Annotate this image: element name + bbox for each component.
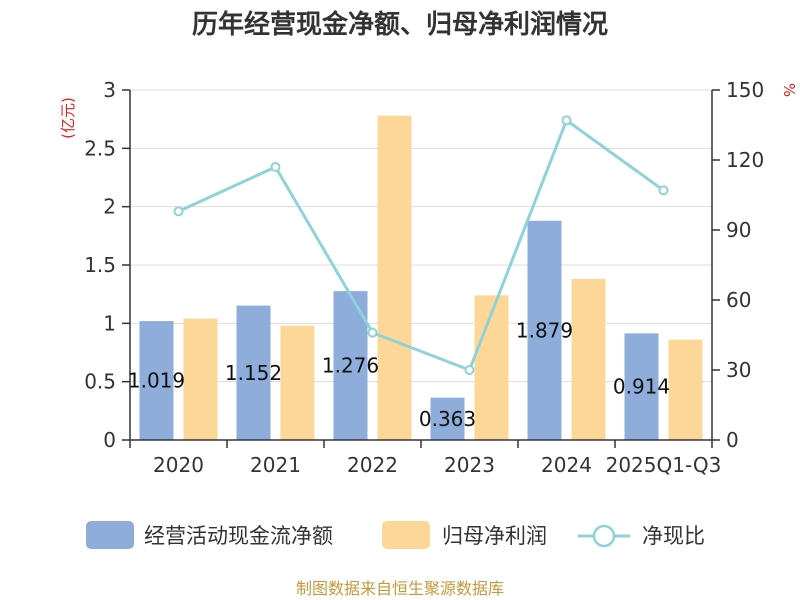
bar-net-profit <box>280 325 315 440</box>
bar-cash-flow-label: 1.152 <box>225 361 282 385</box>
chart-title: 历年经营现金净额、归母净利润情况 <box>192 9 608 40</box>
ratio-point <box>561 115 572 126</box>
x-tick-label: 2023 <box>444 453 495 477</box>
right-tick-label: 150 <box>726 78 764 102</box>
right-tick-label: 30 <box>726 358 751 382</box>
left-tick-label: 3 <box>103 78 116 102</box>
right-axis: 0 30 60 90 120 150 <box>711 78 764 452</box>
bar-cash-flow <box>139 321 174 440</box>
bar-cash-flow-label: 0.914 <box>613 375 670 399</box>
bar-cash-flow <box>527 220 562 440</box>
bar-cash-flow-label: 1.276 <box>322 354 379 378</box>
ratio-point <box>367 327 378 338</box>
left-tick-label: 2.5 <box>84 136 116 160</box>
bar-cash-flow <box>236 305 271 440</box>
source-note: 制图数据来自恒生聚源数据库 <box>296 579 504 598</box>
legend-swatch-ratio-marker <box>592 524 616 548</box>
bar-cash-flow <box>430 397 465 440</box>
x-tick-label: 2024 <box>541 453 592 477</box>
ratio-point <box>464 365 475 375</box>
bars: 1.019 1.152 1.276 0.363 1.879 0.914 <box>128 115 703 441</box>
x-axis: 2020 2021 2022 2023 2024 2025Q1-Q3 <box>129 439 722 477</box>
x-tick-label: 2020 <box>153 453 204 477</box>
x-tick-label: 2021 <box>250 453 301 477</box>
right-tick-label: 0 <box>726 428 739 452</box>
right-tick-label: 120 <box>726 148 764 172</box>
left-axis: 0 0.5 1 1.5 2 2.5 3 <box>84 78 131 452</box>
right-tick-label: 90 <box>726 218 751 242</box>
ratio-line <box>173 115 669 375</box>
left-axis-unit: (亿元) <box>59 97 77 139</box>
ratio-point <box>270 162 281 172</box>
bar-net-profit <box>571 279 606 440</box>
legend-swatch-net-profit <box>382 521 430 549</box>
bar-net-profit <box>668 339 703 440</box>
legend-swatch-cash-flow <box>86 521 134 549</box>
left-tick-label: 1 <box>103 311 116 335</box>
ratio-series-line <box>177 118 665 372</box>
left-tick-label: 2 <box>103 195 116 219</box>
right-tick-label: 60 <box>726 288 751 312</box>
left-tick-label: 0 <box>103 428 116 452</box>
bar-cash-flow <box>624 333 659 440</box>
left-tick-label: 1.5 <box>84 253 116 277</box>
bar-cash-flow-label: 1.879 <box>516 318 573 342</box>
right-axis-unit: % <box>780 83 798 97</box>
ratio-point <box>173 206 184 217</box>
legend-label-ratio: 净现比 <box>642 524 705 548</box>
bar-net-profit <box>474 295 509 440</box>
ratio-point <box>658 185 669 196</box>
bar-cash-flow-label: 1.019 <box>128 369 185 393</box>
left-tick-label: 0.5 <box>84 370 116 394</box>
grid-lines <box>130 89 712 383</box>
bar-cash-flow-label: 0.363 <box>419 407 476 431</box>
legend-label-cash-flow: 经营活动现金流净额 <box>144 524 333 548</box>
legend: 经营活动现金流净额 归母净利润 净现比 <box>86 521 705 549</box>
bar-net-profit <box>183 318 218 440</box>
x-tick-label: 2022 <box>347 453 398 477</box>
bar-net-profit <box>377 115 412 441</box>
x-tick-label: 2025Q1-Q3 <box>606 453 722 477</box>
legend-label-net-profit: 归母净利润 <box>442 524 547 548</box>
